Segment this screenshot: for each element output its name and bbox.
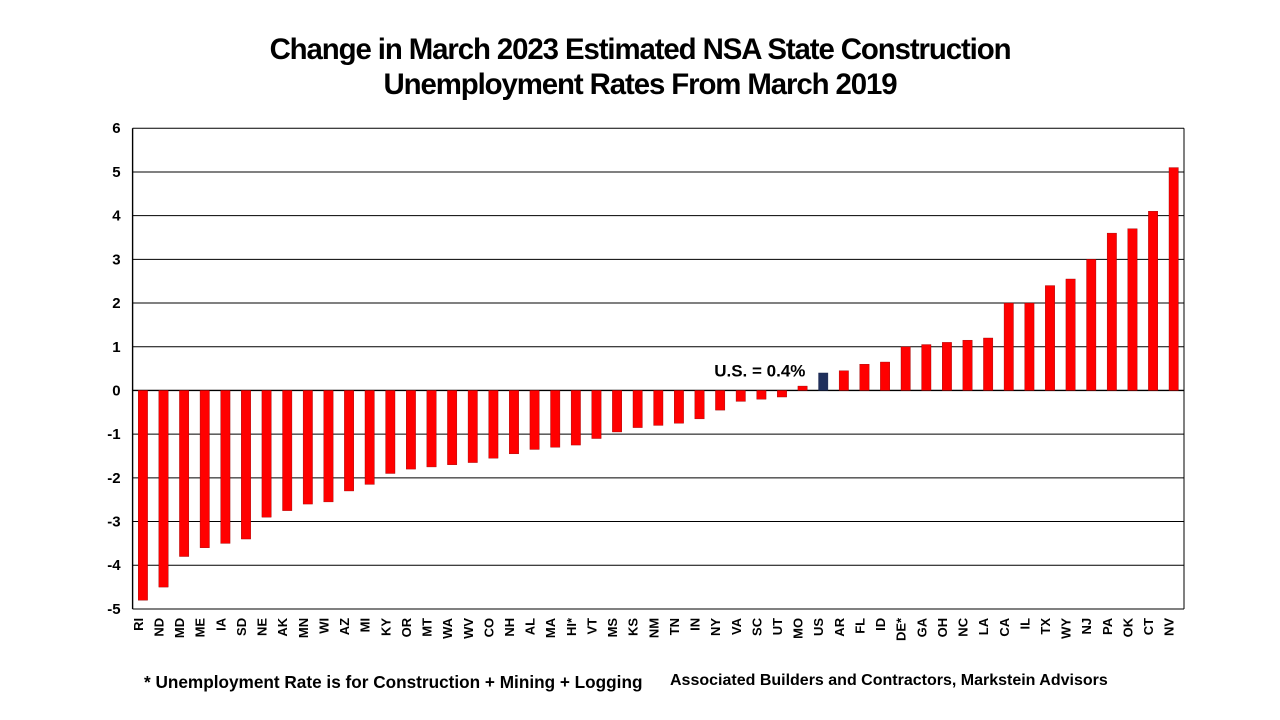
svg-text:0: 0 [112, 382, 120, 399]
svg-text:MI: MI [358, 618, 373, 632]
svg-text:UT: UT [770, 618, 785, 635]
svg-text:OR: OR [399, 617, 414, 637]
svg-text:NJ: NJ [1079, 618, 1094, 635]
svg-text:VT: VT [584, 618, 599, 635]
svg-text:4: 4 [112, 208, 121, 225]
svg-text:-5: -5 [107, 601, 120, 618]
svg-text:SD: SD [234, 618, 249, 636]
svg-text:CO: CO [481, 618, 496, 638]
svg-text:CT: CT [1141, 618, 1156, 635]
svg-text:TN: TN [667, 618, 682, 635]
svg-text:DE*: DE* [894, 617, 909, 641]
svg-text:NY: NY [708, 618, 723, 636]
svg-text:1: 1 [112, 339, 120, 356]
svg-text:MD: MD [172, 618, 187, 638]
svg-text:2: 2 [112, 295, 120, 312]
svg-text:GA: GA [914, 617, 929, 637]
svg-text:AL: AL [523, 618, 538, 635]
svg-text:PA: PA [1100, 617, 1115, 635]
svg-text:MT: MT [420, 618, 435, 637]
svg-text:MS: MS [605, 618, 620, 638]
svg-text:ID: ID [873, 618, 888, 631]
svg-text:OH: OH [935, 618, 950, 638]
svg-text:CA: CA [997, 617, 1012, 636]
svg-text:LA: LA [976, 617, 991, 635]
svg-text:AZ: AZ [337, 618, 352, 635]
svg-text:MN: MN [296, 618, 311, 638]
svg-text:RI: RI [131, 618, 146, 631]
svg-text:HI*: HI* [564, 617, 579, 636]
svg-text:IN: IN [688, 618, 703, 631]
svg-text:KS: KS [626, 618, 641, 636]
svg-text:US: US [811, 618, 826, 636]
svg-text:ND: ND [152, 618, 167, 637]
svg-text:NH: NH [502, 618, 517, 637]
svg-text:5: 5 [112, 164, 120, 181]
svg-text:MA: MA [543, 617, 558, 638]
svg-text:ME: ME [193, 618, 208, 638]
svg-text:TX: TX [1038, 618, 1053, 635]
svg-text:NV: NV [1162, 618, 1177, 636]
svg-text:6: 6 [112, 120, 120, 137]
svg-text:NE: NE [255, 618, 270, 636]
svg-text:WA: WA [440, 617, 455, 639]
svg-text:IA: IA [213, 617, 228, 631]
svg-text:FL: FL [852, 618, 867, 634]
svg-text:NC: NC [956, 617, 971, 636]
svg-text:AK: AK [275, 617, 290, 636]
svg-text:NM: NM [646, 618, 661, 638]
svg-text:WV: WV [461, 618, 476, 639]
svg-text:IL: IL [1017, 618, 1032, 630]
svg-text:-3: -3 [107, 514, 120, 531]
svg-text:U.S. = 0.4%: U.S. = 0.4% [714, 361, 805, 380]
svg-text:3: 3 [112, 251, 120, 268]
svg-text:SC: SC [749, 617, 764, 636]
svg-text:VA: VA [729, 617, 744, 635]
svg-text:WY: WY [1059, 618, 1074, 639]
svg-text:-4: -4 [107, 557, 121, 574]
svg-text:AR: AR [832, 617, 847, 636]
svg-text:KY: KY [378, 618, 393, 636]
svg-text:-1: -1 [107, 426, 120, 443]
svg-text:-2: -2 [107, 470, 120, 487]
svg-text:WI: WI [316, 618, 331, 634]
svg-text:MO: MO [791, 618, 806, 639]
svg-text:OK: OK [1120, 617, 1135, 637]
